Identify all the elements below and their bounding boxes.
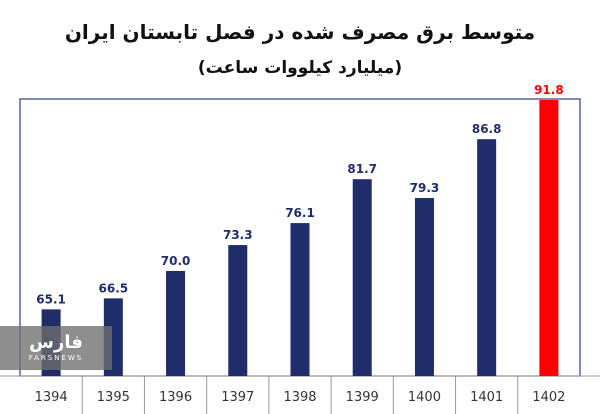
bar-1396 [166, 270, 186, 376]
data-label-1395: 66.5 [99, 281, 129, 295]
bar-1402 [539, 100, 559, 376]
x-tick-label-1395: 1395 [97, 390, 130, 405]
x-tick-label-1399: 1399 [346, 390, 379, 405]
chart-title: متوسط برق مصرف شده در فصل تابستان ایران [64, 20, 536, 44]
data-label-1399: 81.7 [347, 162, 377, 176]
watermark-brand-en: FARSNEWS [28, 354, 84, 362]
data-label-1401: 86.8 [472, 122, 502, 136]
bar-1398 [290, 223, 310, 376]
x-tick-label-1398: 1398 [283, 390, 316, 405]
data-label-1397: 73.3 [223, 228, 253, 242]
data-label-1398: 76.1 [285, 206, 315, 220]
data-label-1396: 70.0 [161, 254, 191, 268]
data-label-1402: 91.8 [534, 83, 564, 97]
x-tick-label-1396: 1396 [159, 390, 192, 405]
bar-1397 [228, 245, 248, 376]
chart-subtitle: (میلیارد کیلووات ساعت) [197, 58, 403, 78]
bar-1401 [477, 139, 497, 376]
bar-1399 [352, 179, 372, 376]
x-tick-label-1397: 1397 [221, 390, 254, 405]
farsnews-watermark: فارس FARSNEWS [0, 326, 112, 370]
x-tick-label-1394: 1394 [35, 390, 68, 405]
x-tick-label-1400: 1400 [408, 390, 441, 405]
x-tick-label-1402: 1402 [532, 390, 565, 405]
data-label-1394: 65.1 [36, 292, 66, 306]
watermark-brand-fa: فارس [29, 332, 83, 353]
bar-1400 [414, 198, 434, 376]
data-label-1400: 79.3 [410, 181, 440, 195]
x-tick-label-1401: 1401 [470, 390, 503, 405]
